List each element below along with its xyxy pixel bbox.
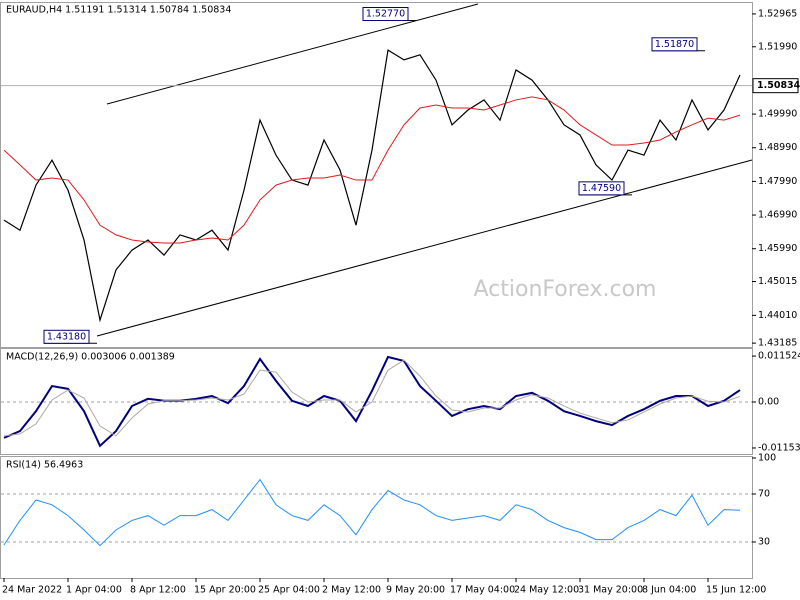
y-tick-label: 100 — [758, 453, 776, 464]
y-tick-label: 1.52965 — [758, 8, 797, 19]
y-tick-label: 1.51990 — [758, 41, 797, 52]
rsi-panel — [0, 456, 753, 579]
annotation-box — [651, 37, 698, 52]
x-tick-label: 2 May 12:00 — [322, 585, 381, 596]
x-tick-label: 9 May 20:00 — [386, 585, 445, 596]
y-tick-label: 1.44010 — [758, 310, 797, 321]
x-tick-label: 1 Apr 04:00 — [66, 585, 122, 596]
x-tick-label: 8 Jun 04:00 — [642, 585, 696, 596]
rsi-title: RSI(14) 56.4963 — [6, 460, 83, 471]
x-tick-label: 31 May 20:00 — [578, 585, 643, 596]
annotation-box — [43, 329, 90, 344]
chart-title: EURAUD,H4 1.51191 1.51314 1.50784 1.5083… — [6, 5, 231, 16]
y-tick-label: 0.00 — [758, 397, 779, 408]
macd-title: MACD(12,26,9) 0.003006 0.001389 — [6, 352, 175, 363]
series-line — [3, 49, 741, 323]
x-tick-label: 24 Mar 2022 — [2, 585, 62, 596]
watermark: ActionForex.com — [474, 277, 657, 302]
x-tick-label: 17 May 04:00 — [450, 585, 515, 596]
channel-lower — [96, 159, 753, 337]
series-line — [3, 478, 741, 547]
annotation-label: 1.51870 — [655, 39, 694, 50]
annotation-label: 1.47590 — [582, 183, 621, 194]
annotation-label: 1.52770 — [366, 9, 405, 20]
price-panel — [0, 2, 753, 348]
x-tick-label: 24 May 12:00 — [514, 585, 579, 596]
annotation-label: 1.43180 — [47, 331, 86, 342]
y-tick-label: 1.45015 — [758, 276, 797, 287]
y-tick-label: 1.48990 — [758, 142, 797, 153]
channel-upper — [106, 3, 479, 105]
x-tick-label: 8 Apr 12:00 — [130, 585, 186, 596]
x-tick-label: 15 Apr 20:00 — [194, 585, 256, 596]
y-tick-label: 1.45990 — [758, 243, 797, 254]
series-line — [3, 96, 741, 244]
x-tick-label: 15 Jun 12:00 — [706, 585, 766, 596]
y-tick-label: 30 — [758, 537, 770, 548]
y-tick-label: 1.43185 — [758, 338, 797, 349]
y-tick-label: 1.49990 — [758, 109, 797, 120]
y-tick-label: 1.47990 — [758, 176, 797, 187]
y-tick-label: 70 — [758, 489, 770, 500]
x-tick-label: 25 Apr 04:00 — [258, 585, 320, 596]
series-line — [3, 359, 741, 437]
last-price-box — [752, 78, 799, 94]
y-tick-label: 1.46990 — [758, 210, 797, 221]
last-price-label: 1.50834 — [757, 80, 800, 91]
annotation-box — [362, 7, 409, 22]
y-tick-label: 0.011524 — [758, 351, 800, 362]
y-tick-label: -0.011537 — [758, 442, 800, 453]
annotation-box — [578, 181, 625, 196]
